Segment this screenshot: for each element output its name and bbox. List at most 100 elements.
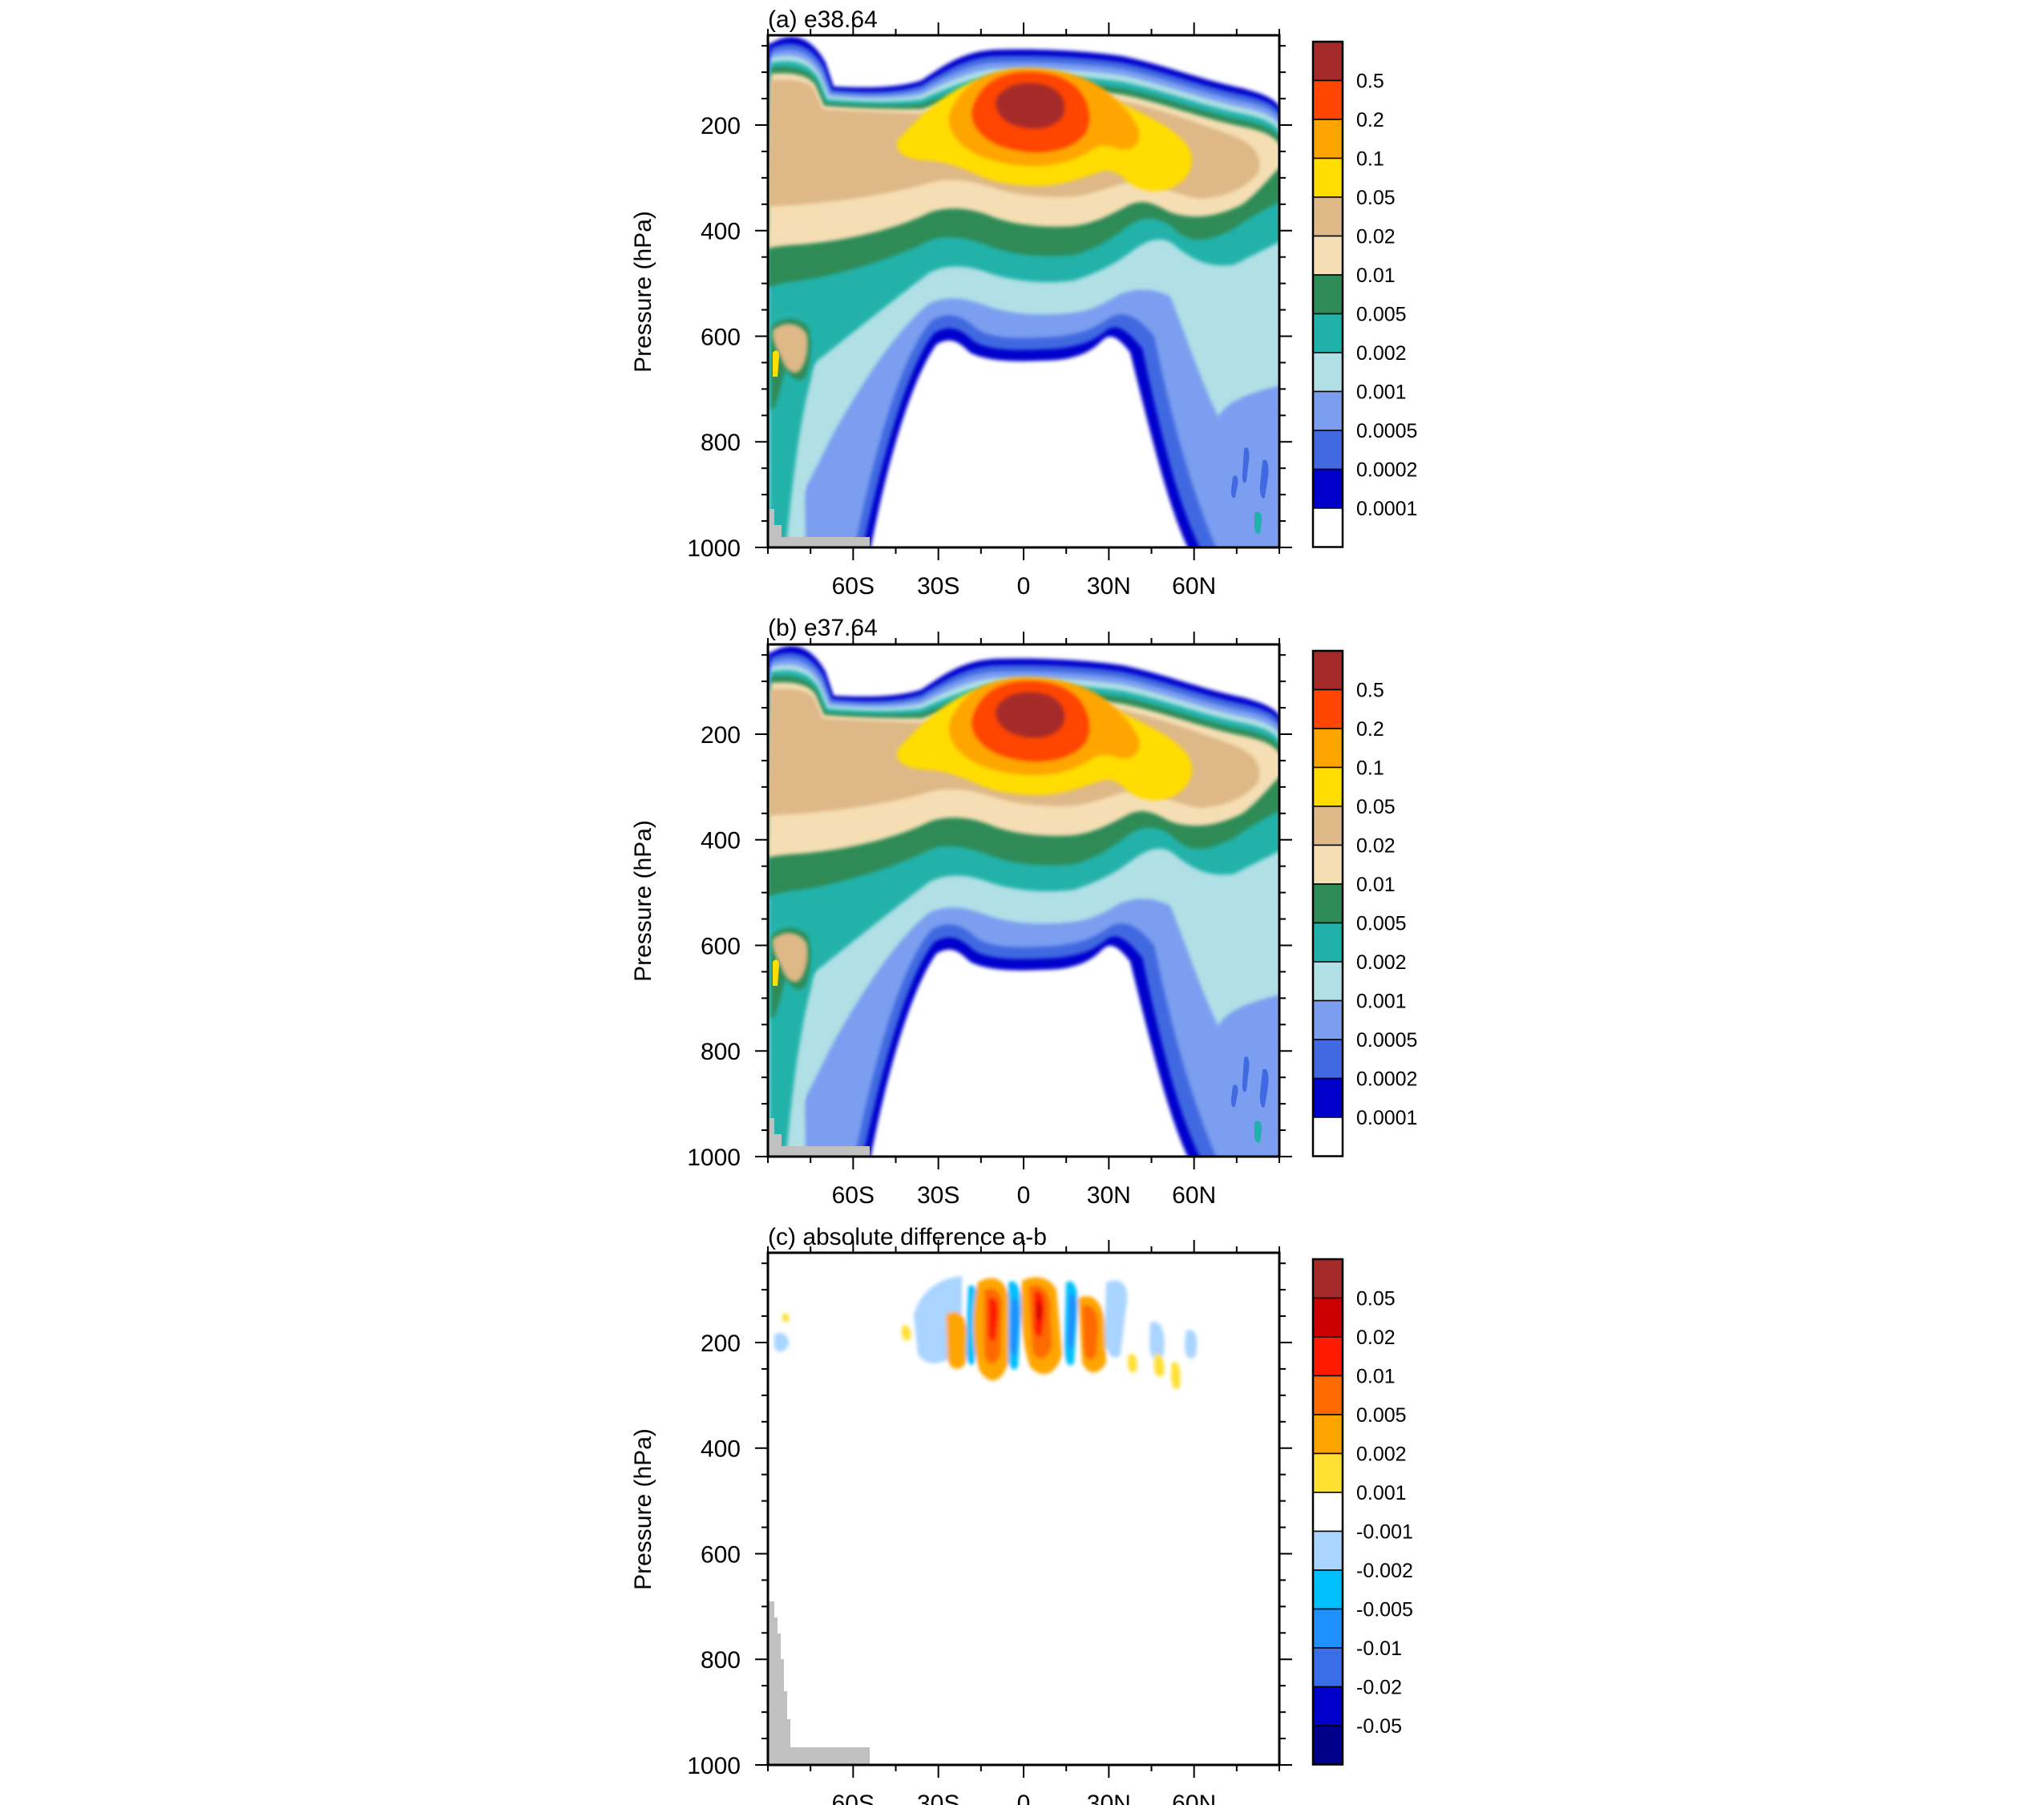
x-tick-label: 30N [1087, 1182, 1131, 1209]
colorbar-label: 0.01 [1356, 874, 1396, 896]
colorbar-label: 0.002 [1356, 1444, 1407, 1466]
colorbar-swatch [1312, 1414, 1343, 1455]
colorbar-label: 0.5 [1356, 680, 1384, 702]
colorbar-swatch [1312, 922, 1343, 963]
panel-b-field [768, 646, 1283, 1162]
panel-c-colorbar: 0.05 0.02 0.01 0.005 0.002 0.001 -0.001 -0.002 -… [1311, 1258, 1413, 1766]
colorbar-label: -0.002 [1356, 1560, 1413, 1582]
panel-a-title: (a) e38.64 [768, 6, 878, 33]
colorbar-label: -0.01 [1356, 1637, 1402, 1660]
colorbar-label: 0.02 [1356, 226, 1396, 248]
colorbar-swatch [1312, 650, 1343, 691]
y-tick-label: 800 [701, 430, 741, 456]
colorbar-label: 0.02 [1356, 835, 1396, 858]
colorbar-swatch [1312, 1375, 1343, 1415]
panel-b-yaxis: 200 400 600 800 1000 [687, 654, 1292, 1171]
colorbar-swatch [1312, 157, 1343, 198]
colorbar-swatch [1312, 313, 1343, 353]
colorbar-swatch [1312, 1039, 1343, 1080]
colorbar-label: 0.0005 [1356, 1029, 1417, 1052]
x-tick-label: 0 [1017, 1182, 1031, 1209]
colorbar-label: 0.05 [1356, 1288, 1396, 1310]
colorbar-swatch [1312, 961, 1343, 1002]
colorbar-swatch [1312, 1647, 1343, 1688]
panel-a-field [768, 37, 1283, 553]
colorbar-label: 0.002 [1356, 951, 1407, 974]
colorbar-swatch [1312, 1297, 1343, 1338]
colorbar-swatch [1312, 1258, 1343, 1299]
y-tick-label: 400 [701, 828, 741, 854]
colorbar-label: 0.1 [1356, 757, 1384, 780]
y-tick-label: 200 [701, 722, 741, 749]
colorbar-swatch [1312, 274, 1343, 315]
x-tick-label: 30S [917, 1791, 959, 1805]
colorbar-label: 0.05 [1356, 796, 1396, 818]
panel-c: (c) absolute difference a-b 200 400 600 800… [630, 1224, 1413, 1805]
y-tick-label: 600 [701, 324, 741, 350]
y-tick-label: 1000 [687, 1753, 741, 1779]
panel-a-xaxis: 60S 30S 0 30N 60N [767, 22, 1280, 600]
colorbar-swatch [1312, 688, 1343, 729]
x-tick-label: 60N [1172, 1182, 1216, 1209]
colorbar-swatch [1312, 468, 1343, 509]
colorbar-label: -0.05 [1356, 1715, 1402, 1738]
panel-b-ylabel: Pressure (hPa) [630, 820, 656, 982]
colorbar-label: 0.05 [1356, 187, 1396, 209]
panel-c-yaxis: 200 400 600 800 1000 [687, 1262, 1292, 1779]
colorbar-label: 0.1 [1356, 148, 1384, 171]
panel-b-title: (b) e37.64 [768, 615, 878, 641]
colorbar-swatch [1312, 119, 1343, 160]
colorbar-label: 0.2 [1356, 109, 1384, 131]
y-tick-label: 800 [701, 1039, 741, 1065]
panel-a-colorbar: 0.5 0.2 0.1 0.05 0.02 0.01 0.005 0.002 0.001 0.00… [1311, 40, 1417, 548]
colorbar-swatch [1312, 41, 1343, 82]
x-tick-label: 0 [1017, 573, 1031, 600]
x-tick-label: 30S [917, 573, 959, 600]
panel-b-xaxis: 60S 30S 0 30N 60N [767, 632, 1280, 1209]
y-tick-label: 1000 [687, 535, 741, 562]
y-tick-label: 200 [701, 113, 741, 139]
colorbar-label: 0.0002 [1356, 459, 1417, 482]
colorbar-swatch [1312, 79, 1343, 120]
colorbar-swatch [1312, 235, 1343, 276]
colorbar-frame [1311, 40, 1344, 548]
x-tick-label: 60S [832, 573, 875, 600]
x-tick-label: 60S [832, 1791, 875, 1805]
y-tick-label: 200 [701, 1331, 741, 1357]
colorbar-swatch [1312, 1608, 1343, 1649]
y-tick-label: 600 [701, 933, 741, 959]
colorbar-label: 0.0001 [1356, 1107, 1417, 1129]
panel-c-xaxis: 60S 30S 0 30N 60N [767, 1240, 1280, 1805]
colorbar-label: 0.5 [1356, 71, 1384, 93]
colorbar-label: 0.01 [1356, 1366, 1396, 1388]
panel-a-yaxis: 200 400 600 800 1000 [687, 45, 1292, 562]
colorbar-swatch [1312, 1530, 1343, 1571]
colorbar-swatch [1312, 390, 1343, 431]
colorbar-label: -0.001 [1356, 1521, 1413, 1544]
colorbar-label: 0.001 [1356, 382, 1407, 404]
colorbar-swatch [1312, 844, 1343, 885]
colorbar-label: 0.0005 [1356, 420, 1417, 442]
colorbar-frame [1311, 1258, 1344, 1766]
colorbar-swatch [1312, 1077, 1343, 1118]
y-tick-label: 1000 [687, 1145, 741, 1171]
panel-c-field [768, 1276, 1197, 1765]
colorbar-label: 0.001 [1356, 991, 1407, 1013]
x-tick-label: 30N [1087, 573, 1131, 600]
panel-c-ylabel: Pressure (hPa) [630, 1428, 656, 1590]
colorbar-swatch [1312, 1686, 1343, 1726]
colorbar-swatch [1312, 1725, 1343, 1766]
x-tick-label: 30N [1087, 1791, 1131, 1805]
y-tick-label: 400 [701, 1436, 741, 1463]
colorbar-label: 0.02 [1356, 1326, 1396, 1349]
colorbar-swatch [1312, 1452, 1343, 1493]
y-tick-label: 400 [701, 219, 741, 245]
x-tick-label: 60N [1172, 573, 1216, 600]
colorbar-swatch [1312, 728, 1343, 769]
y-tick-label: 600 [701, 1541, 741, 1568]
panel-a-ylabel: Pressure (hPa) [630, 211, 656, 373]
x-tick-label: 60S [832, 1182, 875, 1209]
colorbar-swatch [1312, 1569, 1343, 1610]
